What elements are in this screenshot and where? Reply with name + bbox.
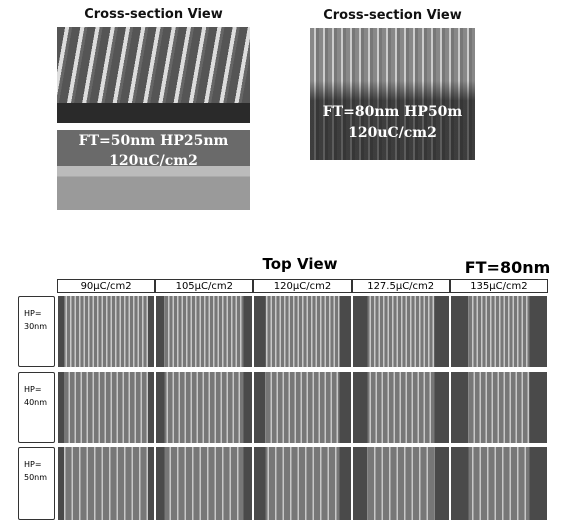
sem-image — [352, 447, 449, 520]
top-view-title: Top View — [262, 255, 338, 273]
sem-image — [58, 447, 155, 520]
sem-image: FT=50nm HP25nm 120uC/cm2 — [57, 130, 250, 210]
row-label: HP= 30nm — [18, 296, 55, 367]
sem-image — [352, 372, 449, 443]
row-label-line: HP= — [24, 385, 42, 394]
sem-image — [58, 296, 155, 367]
row-label: HP= 40nm — [18, 372, 55, 443]
dose-header: 135μC/cm2 — [449, 279, 548, 293]
image-label: 120uC/cm2 — [348, 125, 437, 141]
sem-image — [57, 27, 250, 123]
sem-image — [450, 447, 547, 520]
sem-image — [156, 296, 253, 367]
film-thickness-label: FT=80nm — [464, 258, 551, 277]
sem-image — [156, 447, 253, 520]
image-label: FT=50nm HP25nm — [78, 133, 229, 149]
dose-header: 90μC/cm2 — [57, 279, 156, 293]
image-label: FT=80nm HP50m — [322, 104, 463, 120]
row-label: HP= 50nm — [18, 447, 55, 520]
sem-image: FT=80nm HP50m 120uC/cm2 — [310, 28, 475, 160]
row-label-line: 50nm — [24, 473, 48, 482]
sem-image — [58, 372, 155, 443]
sem-image — [156, 372, 253, 443]
sem-image — [254, 447, 351, 520]
row-label-line: HP= — [24, 309, 42, 318]
sem-image — [352, 296, 449, 367]
row-label-line: 30nm — [24, 322, 48, 331]
dose-header: 105μC/cm2 — [155, 279, 254, 293]
sem-image — [254, 372, 351, 443]
sem-image — [450, 296, 547, 367]
cross-section-title: Cross-section View — [323, 8, 462, 23]
image-label: 120uC/cm2 — [109, 153, 198, 169]
row-label-line: 40nm — [24, 398, 48, 407]
row-label-line: HP= — [24, 460, 42, 469]
cross-section-title: Cross-section View — [84, 7, 223, 22]
sem-image — [254, 296, 351, 367]
dose-header: 127.5μC/cm2 — [351, 279, 450, 293]
dose-header: 120μC/cm2 — [253, 279, 352, 293]
substrate — [57, 103, 250, 123]
sem-image — [450, 372, 547, 443]
